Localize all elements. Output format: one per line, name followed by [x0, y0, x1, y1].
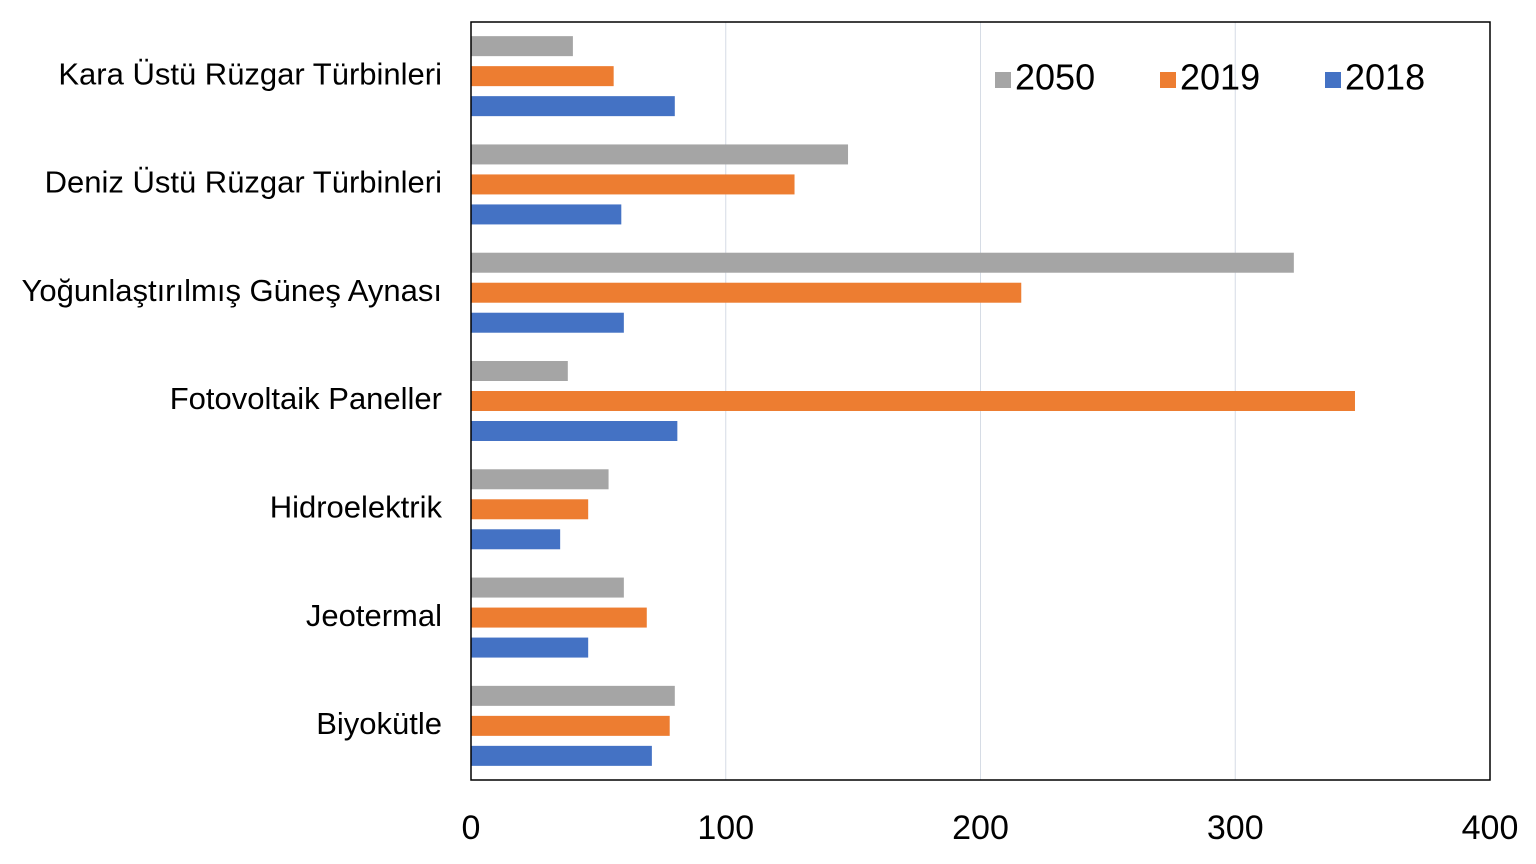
- x-tick-label: 300: [1207, 809, 1264, 847]
- bar: [471, 637, 589, 658]
- bar: [471, 312, 624, 333]
- legend-label: 2050: [1015, 57, 1095, 98]
- bar: [471, 391, 1355, 411]
- bar: [471, 745, 652, 766]
- plot-border: [470, 21, 1491, 781]
- bar: [471, 204, 622, 225]
- bar: [471, 469, 609, 490]
- legend-swatch: [1160, 72, 1176, 88]
- y-tick-label: Deniz Üstü Rüzgar Türbinleri: [45, 165, 442, 200]
- y-tick-label: Yoğunlaştırılmış Güneş Aynası: [22, 273, 442, 308]
- bar: [471, 715, 670, 736]
- legend-label: 2019: [1180, 57, 1260, 98]
- bar: [471, 282, 1022, 303]
- bar: [471, 529, 561, 550]
- bar: [471, 66, 614, 87]
- y-tick-label: Jeotermal: [306, 598, 442, 633]
- x-tick-label: 400: [1462, 809, 1519, 847]
- legend-label: 2018: [1345, 57, 1425, 98]
- x-tick-label: 0: [462, 809, 481, 847]
- bar: [471, 36, 573, 57]
- y-tick-label: Biyokütle: [316, 706, 442, 741]
- x-tick-label: 100: [697, 809, 754, 847]
- bar: [471, 144, 849, 165]
- y-tick-label: Hidroelektrik: [270, 489, 443, 524]
- bar: [471, 499, 589, 520]
- bar: [471, 685, 675, 706]
- bar: [471, 361, 568, 381]
- bar: [471, 577, 624, 598]
- x-tick-label: 200: [952, 809, 1009, 847]
- bar: [471, 607, 647, 628]
- bar: [471, 174, 795, 195]
- bar: [471, 96, 675, 117]
- y-tick-label: Fotovoltaik Paneller: [170, 381, 442, 416]
- legend-swatch: [995, 72, 1011, 88]
- bar: [471, 421, 678, 441]
- legend-swatch: [1325, 72, 1341, 88]
- bar: [471, 252, 1294, 273]
- y-tick-label: Kara Üstü Rüzgar Türbinleri: [58, 56, 442, 91]
